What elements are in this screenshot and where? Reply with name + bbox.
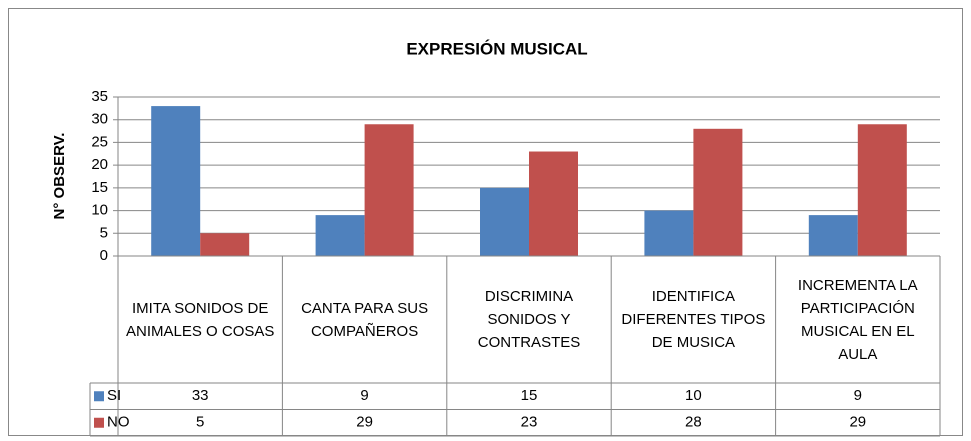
y-tick-label: 20 — [91, 156, 108, 173]
table-value: 9 — [854, 387, 862, 404]
y-tick-label: 25 — [91, 133, 108, 150]
legend-swatch — [94, 417, 104, 428]
bar — [364, 124, 414, 256]
bar — [808, 215, 858, 256]
y-tick-label: 15 — [91, 179, 108, 196]
y-tick-label: 30 — [91, 111, 108, 128]
y-tick-label: 35 — [91, 88, 108, 105]
y-axis-label: N° OBSERV. — [51, 133, 68, 220]
bar — [644, 210, 694, 256]
table-value: 29 — [849, 414, 866, 431]
bar — [200, 233, 250, 256]
bar — [315, 215, 365, 256]
legend-swatch — [94, 391, 104, 402]
x-category-label: INCREMENTA LA PARTICIPACIÓN MUSICAL EN E… — [797, 276, 918, 363]
table-value: 28 — [685, 414, 702, 431]
table-value: 23 — [521, 414, 538, 431]
bar — [480, 187, 529, 256]
table-value: 29 — [356, 414, 373, 431]
y-tick-label: 0 — [100, 247, 108, 264]
bar — [151, 106, 201, 256]
bar — [857, 124, 907, 256]
bar — [693, 128, 743, 256]
y-tick-label: 5 — [100, 224, 108, 241]
chart-title: EXPRESIÓN MUSICAL — [406, 39, 587, 58]
legend-label: SI — [107, 387, 121, 404]
table-value: 9 — [360, 387, 368, 404]
x-category-label: IMITA SONIDOS DE ANIMALES O COSAS — [126, 299, 275, 340]
table-value: 5 — [196, 414, 204, 431]
table-value: 33 — [192, 387, 209, 404]
y-tick-label: 10 — [91, 202, 108, 219]
x-category-label: DISCRIMINA SONIDOS Y CONTRASTES — [477, 288, 581, 351]
legend-label: NO — [107, 414, 130, 431]
bar — [529, 151, 578, 256]
table-value: 10 — [685, 387, 702, 404]
x-category-label: IDENTIFICA DIFERENTES TIPOS DE MUSICA — [621, 288, 766, 351]
table-value: 15 — [521, 387, 538, 404]
x-category-label: CANTA PARA SUS COMPAÑEROS — [301, 299, 429, 340]
